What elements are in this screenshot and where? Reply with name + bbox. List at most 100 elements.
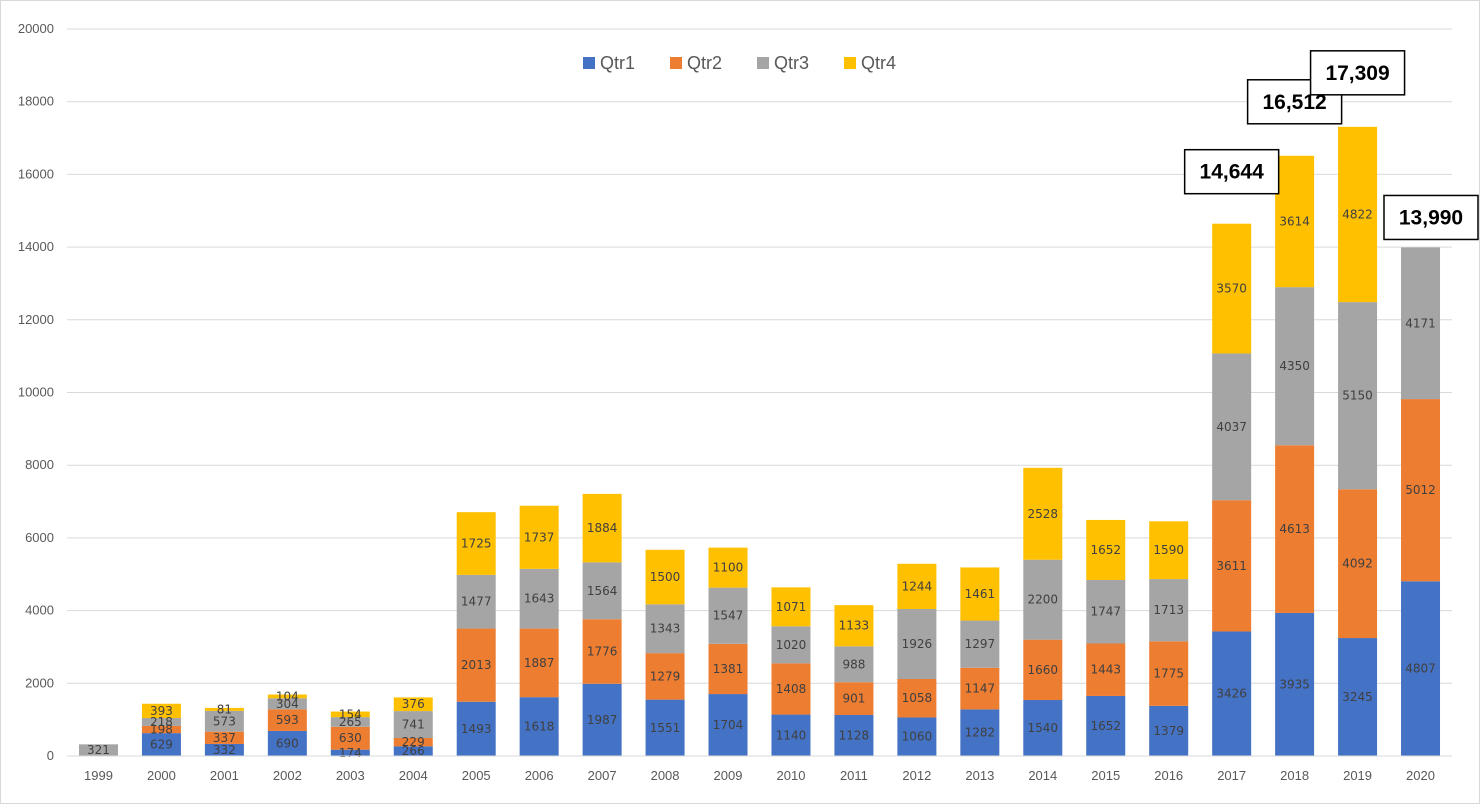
data-label: 1128	[839, 728, 870, 742]
bar-qtr4-2019	[1338, 126, 1378, 303]
total-callout-label-2019: 17,309	[1325, 62, 1389, 85]
bar-qtr3-2007	[582, 562, 622, 620]
bar-qtr1-2013	[960, 709, 1000, 756]
data-label: 1100	[713, 561, 744, 575]
data-label: 593	[276, 713, 299, 727]
data-label: 629	[150, 738, 173, 752]
bar-qtr4-2011	[834, 605, 874, 647]
bar-qtr1-2008	[645, 699, 685, 756]
bar-qtr1-2000	[141, 733, 181, 756]
data-label: 393	[150, 704, 173, 718]
bar-qtr2-2001	[204, 731, 244, 744]
x-tick-label: 2001	[210, 768, 239, 783]
y-tick-label: 8000	[25, 457, 54, 472]
data-label: 1551	[650, 721, 681, 735]
y-tick-label: 6000	[25, 530, 54, 545]
data-label: 1775	[1153, 667, 1184, 681]
bar-qtr2-2000	[141, 725, 181, 734]
bar-qtr4-2008	[645, 549, 685, 605]
x-tick-label: 2003	[336, 768, 365, 783]
bar-qtr1-2006	[519, 697, 559, 756]
data-label: 229	[402, 735, 425, 749]
bar-qtr4-2002	[267, 694, 307, 699]
x-tick-label: 2004	[399, 768, 428, 783]
x-tick-label: 2020	[1406, 768, 1435, 783]
y-tick-label: 2000	[25, 675, 54, 690]
bar-qtr2-2014	[1023, 639, 1063, 701]
data-label: 1279	[650, 669, 681, 683]
bar-qtr2-2018	[1275, 445, 1315, 613]
data-label: 1737	[524, 530, 555, 544]
data-label: 1058	[902, 691, 933, 705]
bar-qtr2-2011	[834, 682, 874, 715]
data-label: 4037	[1216, 420, 1247, 434]
data-label: 1060	[902, 730, 933, 744]
data-label: 1926	[902, 637, 933, 651]
y-tick-label: 18000	[18, 94, 54, 109]
bar-qtr2-2010	[771, 663, 811, 715]
bar-qtr4-2010	[771, 587, 811, 627]
data-label: 1713	[1153, 603, 1184, 617]
x-tick-label: 1999	[84, 768, 113, 783]
data-label: 630	[339, 731, 362, 745]
y-tick-label: 0	[47, 748, 54, 763]
data-label: 1140	[776, 728, 807, 742]
x-tick-label: 2013	[965, 768, 994, 783]
bar-qtr1-2020	[1401, 581, 1441, 756]
bar-qtr3-2004	[393, 711, 433, 739]
data-label: 3426	[1216, 687, 1247, 701]
bar-qtr1-2019	[1338, 638, 1378, 756]
bar-qtr3-2019	[1338, 302, 1378, 490]
data-label: 337	[213, 731, 236, 745]
bar-qtr4-2009	[708, 547, 748, 588]
data-label: 376	[402, 697, 425, 711]
data-label: 1343	[650, 622, 681, 636]
legend-swatch-qtr2	[670, 57, 682, 69]
bar-qtr2-2020	[1401, 399, 1441, 582]
bar-qtr4-2014	[1023, 467, 1063, 560]
y-tick-label: 16000	[18, 166, 54, 181]
x-tick-label: 2010	[777, 768, 806, 783]
bar-qtr2-2003	[330, 726, 370, 750]
bar-qtr3-2002	[267, 698, 307, 710]
legend-label-qtr2: Qtr2	[687, 53, 722, 73]
data-label: 690	[276, 736, 299, 750]
bar-qtr3-2014	[1023, 559, 1063, 640]
data-label: 321	[87, 743, 110, 757]
bar-qtr4-2012	[897, 563, 937, 610]
bar-qtr1-2002	[267, 730, 307, 756]
bar-qtr4-2003	[330, 711, 370, 718]
bar-qtr2-2007	[582, 619, 622, 684]
bar-qtr3-2000	[141, 718, 181, 726]
y-tick-label: 12000	[18, 312, 54, 327]
legend-label-qtr4: Qtr4	[861, 53, 896, 73]
bar-qtr1-2005	[456, 701, 496, 756]
y-tick-label: 20000	[18, 21, 54, 36]
y-tick-label: 14000	[18, 239, 54, 254]
data-label: 1547	[713, 609, 744, 623]
bar-qtr1-2004	[393, 746, 433, 756]
x-tick-label: 2018	[1280, 768, 1309, 783]
data-label: 1884	[587, 521, 618, 535]
bar-qtr3-2001	[204, 710, 244, 732]
total-callout-box-2020	[1383, 194, 1479, 241]
bar-qtr2-2016	[1149, 641, 1189, 706]
bar-qtr4-2017	[1212, 223, 1252, 354]
data-label: 1500	[650, 570, 681, 584]
data-label: 1282	[965, 726, 996, 740]
bar-qtr4-2004	[393, 697, 433, 712]
data-label: 1618	[524, 720, 555, 734]
data-label: 3935	[1279, 677, 1310, 691]
data-label: 1408	[776, 682, 807, 696]
x-tick-label: 2012	[902, 768, 931, 783]
bar-qtr2-2017	[1212, 500, 1252, 632]
x-tick-label: 2007	[588, 768, 617, 783]
x-tick-label: 2009	[714, 768, 743, 783]
data-label: 741	[402, 718, 425, 732]
bar-qtr4-2006	[519, 505, 559, 569]
total-callout-label-2020: 13,990	[1399, 206, 1463, 229]
x-tick-label: 2014	[1028, 768, 1057, 783]
bar-qtr3-2015	[1086, 579, 1126, 644]
